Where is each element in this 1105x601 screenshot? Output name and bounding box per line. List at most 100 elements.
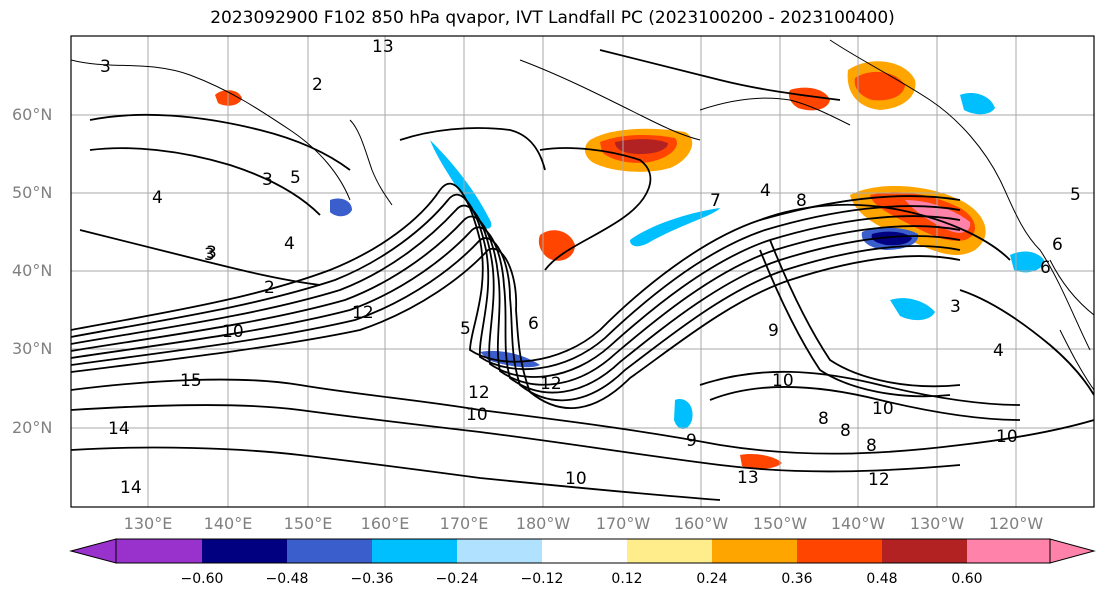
colorbar-outline (115, 538, 1051, 564)
lat-label-30n: 30°N (12, 339, 53, 358)
contour-label: 9 (686, 431, 697, 451)
contour-label: 12 (868, 470, 890, 490)
positive-anomaly-central (538, 230, 575, 261)
colorbar-tick-label: 0.36 (781, 571, 813, 587)
lon-label-180w: 180°W (515, 514, 571, 533)
lat-label-20n: 20°N (12, 418, 53, 437)
colorbar-swatch (287, 539, 372, 563)
colorbar-swatch (116, 539, 202, 563)
contour-label: 15 (180, 371, 202, 391)
lon-label-130w: 130°W (909, 514, 965, 533)
contour-label: 8 (840, 421, 851, 441)
contour-label: 4 (152, 188, 163, 208)
colorbar-tick-label: 0.24 (696, 571, 728, 587)
colorbar-swatch (797, 539, 882, 563)
colorbar-swatch (712, 539, 797, 563)
colorbar-extend-max (1049, 538, 1096, 564)
lon-label-170e: 170°E (439, 514, 489, 533)
colorbar (69, 538, 1096, 564)
colorbar-tick-label: −0.48 (265, 571, 309, 587)
contour-label: 3 (950, 297, 961, 317)
colorbar-swatch (457, 539, 542, 563)
contour-label: 3 (100, 57, 111, 77)
colorbar-tick-label: −0.12 (520, 571, 564, 587)
contour-label: 10 (872, 399, 894, 419)
contour-label: 14 (120, 478, 142, 498)
positive-anomaly-bering-max (615, 139, 668, 154)
negative-anomaly-south (674, 399, 693, 429)
lat-label-40n: 40°N (12, 261, 53, 280)
positive-anomaly-alaska-core (854, 71, 905, 101)
map-title: 2023092900 F102 850 hPa qvapor, IVT Land… (210, 8, 895, 28)
contour-label: 4 (760, 181, 771, 201)
map-plot-area (71, 36, 1094, 507)
contour-label: 5 (460, 319, 471, 339)
contour-label: 13 (737, 468, 759, 488)
negative-anomaly-gulf-core (871, 231, 912, 246)
lon-label-150e: 150°E (283, 514, 333, 533)
negative-anomaly-east (890, 298, 935, 321)
colorbar-tick-label: −0.36 (350, 571, 394, 587)
contour-label: 12 (540, 374, 562, 394)
contour-label: 10 (772, 371, 794, 391)
colorbar-swatch (882, 539, 967, 563)
contour-label: 2 (264, 278, 275, 298)
lon-label-160e: 160°E (360, 514, 410, 533)
coastlines (71, 39, 1094, 391)
contour-label: 6 (1040, 258, 1051, 278)
contour-label: 3 (204, 245, 215, 265)
negative-anomaly-kuril (330, 198, 352, 217)
contour-label: 6 (528, 314, 539, 334)
lat-label-60n: 60°N (12, 105, 53, 124)
contour-label: 3 (262, 170, 273, 190)
lat-label-50n: 50°N (12, 183, 53, 202)
contour-label: 13 (372, 37, 394, 57)
contour-label: 4 (993, 341, 1004, 361)
lon-label-130e: 130°E (123, 514, 173, 533)
negative-anomaly-subtropics (480, 350, 540, 368)
colorbar-swatch (542, 539, 627, 563)
colorbar-tick-label: 0.60 (951, 571, 983, 587)
map-gridlines (71, 36, 1094, 507)
colorbar-tick-label: 0.12 (611, 571, 643, 587)
contour-label: 10 (565, 469, 587, 489)
contour-label: 10 (466, 405, 488, 425)
contour-label: 6 (1052, 235, 1063, 255)
contour-label: 2 (312, 75, 323, 95)
contour-label: 5 (1070, 185, 1081, 205)
contour-label: 10 (222, 322, 244, 342)
contour-label: 8 (866, 436, 877, 456)
contour-label: 9 (768, 321, 779, 341)
contour-label: 7 (710, 191, 721, 211)
negative-anomaly-coast (1010, 251, 1045, 273)
contour-label: 4 (284, 234, 295, 254)
lon-label-170w: 170°W (595, 514, 651, 533)
colorbar-tick-label: 0.48 (866, 571, 898, 587)
colorbar-swatch (967, 539, 1050, 563)
anomaly-shading (215, 61, 1045, 469)
positive-anomaly-alaska-west (788, 87, 830, 111)
contour-label: 8 (818, 409, 829, 429)
contour-label: 12 (352, 303, 374, 323)
negative-anomaly-jet-east (630, 208, 720, 247)
contour-label: 14 (108, 419, 130, 439)
lon-label-140w: 140°W (830, 514, 886, 533)
lon-label-160w: 160°W (673, 514, 729, 533)
contour-label: 5 (290, 168, 301, 188)
contour-lines (71, 49, 1094, 501)
contour-label: 3 (206, 243, 217, 263)
colorbar-tick-label: −0.60 (180, 571, 224, 587)
colorbar-tick-label: −0.24 (435, 571, 479, 587)
contour-label: 10 (996, 427, 1018, 447)
lon-label-140e: 140°E (203, 514, 253, 533)
lon-label-120w: 120°W (988, 514, 1044, 533)
colorbar-swatch (202, 539, 287, 563)
negative-anomaly-jet-west (430, 140, 492, 229)
lon-label-150w: 150°W (752, 514, 808, 533)
negative-anomaly-northeast (960, 92, 995, 115)
colorbar-extend-min (69, 538, 117, 564)
positive-anomaly-tropics (740, 453, 782, 469)
colorbar-swatch (627, 539, 712, 563)
contour-label-group: 3 2 13 3 5 4 4 3 2 10 15 12 5 6 12 12 10… (100, 37, 1081, 498)
